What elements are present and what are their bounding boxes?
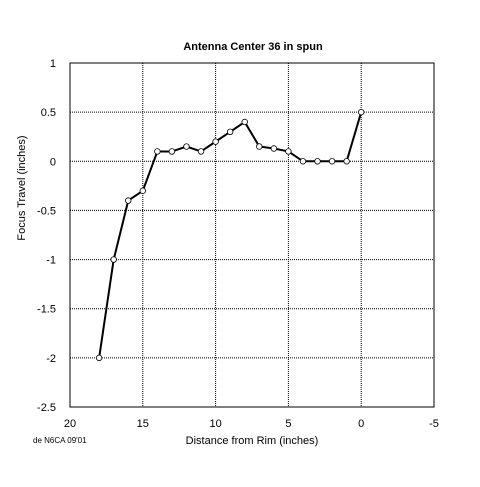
series-line bbox=[98, 111, 363, 359]
data-point bbox=[125, 197, 132, 204]
data-point bbox=[183, 143, 190, 150]
credit-annotation: de N6CA 09'01 bbox=[33, 436, 87, 445]
data-point bbox=[154, 148, 161, 155]
y-tick-label: 0 bbox=[50, 156, 56, 168]
y-tick-label: -1 bbox=[46, 255, 56, 267]
x-tick-labels: 20 15 10 5 0 -5 bbox=[64, 418, 439, 430]
x-tick-label: 20 bbox=[64, 418, 76, 430]
data-point bbox=[226, 128, 234, 135]
data-point bbox=[343, 158, 350, 165]
y-tick-label: -1.5 bbox=[37, 304, 56, 316]
x-axis-label: Distance from Rim (inches) bbox=[186, 435, 319, 447]
data-point bbox=[299, 158, 307, 165]
y-tick-label: 0.5 bbox=[41, 107, 56, 119]
data-point bbox=[270, 145, 278, 152]
y-tick-label: -0.5 bbox=[37, 205, 56, 217]
y-tick-label: 1 bbox=[50, 58, 56, 70]
y-axis-label: Focus Travel (inches) bbox=[16, 135, 28, 240]
plot-frame bbox=[69, 62, 435, 408]
grid bbox=[69, 62, 435, 408]
data-point bbox=[197, 148, 205, 155]
data-point bbox=[139, 187, 146, 194]
y-tick-label: -2.5 bbox=[37, 402, 56, 414]
y-tick-labels: 1 0.5 0 -0.5 -1 -1.5 -2 -2.5 bbox=[37, 58, 56, 414]
data-point bbox=[212, 138, 219, 145]
data-point bbox=[314, 158, 321, 165]
x-tick-label: 0 bbox=[358, 418, 364, 430]
x-tick-label: 10 bbox=[209, 418, 221, 430]
data-point bbox=[358, 108, 365, 116]
data-point bbox=[256, 143, 263, 150]
y-tick-label: -2 bbox=[46, 353, 56, 365]
data-point bbox=[285, 148, 292, 155]
data-point bbox=[328, 158, 336, 165]
x-tick-label: 5 bbox=[285, 418, 291, 430]
x-tick-label: -5 bbox=[429, 418, 439, 430]
data-point bbox=[110, 256, 117, 263]
chart-title: Antenna Center 36 in spun bbox=[183, 41, 323, 53]
data-point bbox=[95, 354, 103, 362]
x-tick-label: 15 bbox=[137, 418, 149, 430]
data-point bbox=[168, 148, 176, 155]
data-point bbox=[241, 118, 248, 126]
series-layer bbox=[95, 108, 365, 362]
